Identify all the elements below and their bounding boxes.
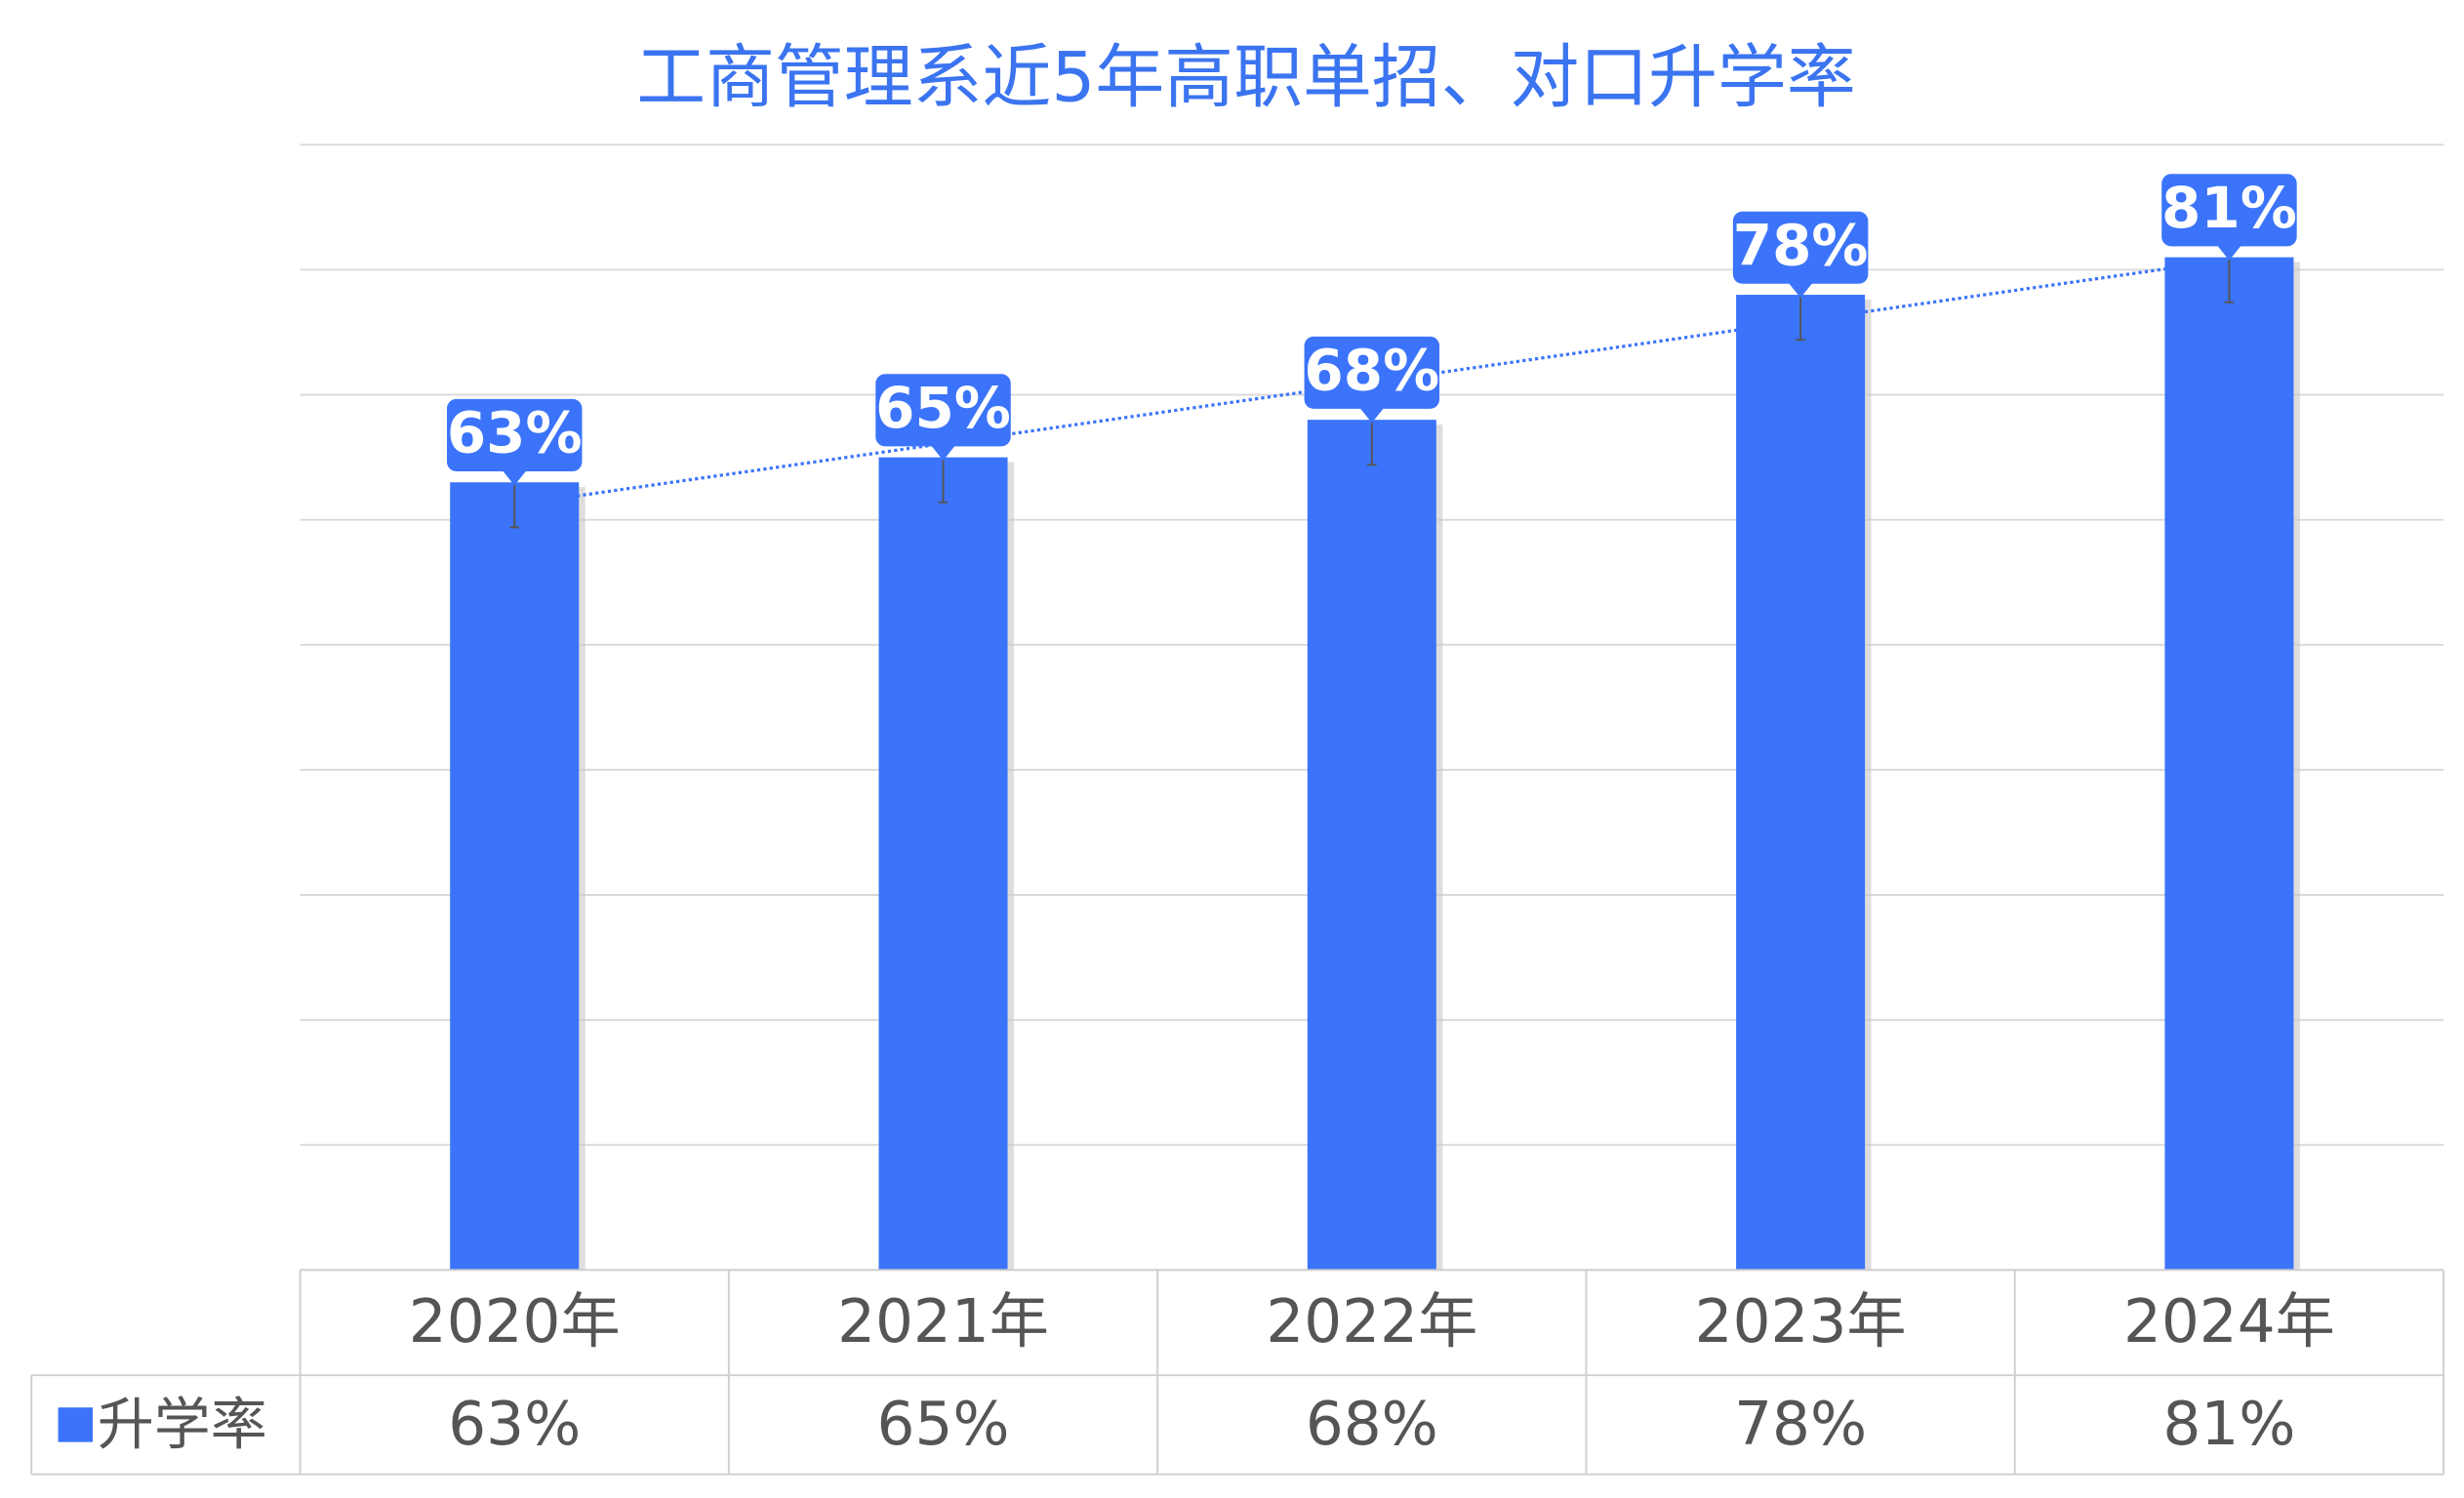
table-value: 81% (2162, 1390, 2295, 1459)
chart-title: 工商管理系近5年高职单招、对口升学率 (636, 36, 1855, 117)
data-label-box (2161, 174, 2297, 247)
bar (878, 457, 1008, 1271)
data-label-pointer (930, 444, 956, 461)
data-label-pointer (1358, 407, 1385, 424)
data-label: 68% (1304, 338, 1439, 404)
table-value: 78% (1734, 1390, 1867, 1459)
x-tick-label: 2023年 (1695, 1287, 1907, 1356)
bar (450, 482, 580, 1271)
table-value: 68% (1306, 1390, 1438, 1459)
table-value: 65% (877, 1390, 1010, 1459)
data-label-box (875, 374, 1011, 447)
bar (2164, 257, 2294, 1271)
data-label-box (1732, 211, 1869, 284)
data-label: 78% (1733, 212, 1869, 278)
data-label-pointer (1788, 282, 1814, 299)
table-value: 63% (448, 1390, 581, 1459)
data-label-pointer (502, 469, 528, 486)
data-label: 81% (2161, 175, 2297, 241)
bar (1736, 295, 1866, 1271)
x-tick-label: 2022年 (1266, 1287, 1477, 1356)
data-label: 65% (875, 375, 1011, 441)
data-label-box (1304, 336, 1440, 409)
x-tick-label: 2024年 (2123, 1287, 2335, 1356)
x-tick-label: 2020年 (409, 1287, 621, 1356)
data-label: 63% (447, 400, 583, 466)
data-label-box (446, 398, 583, 471)
bar (1307, 420, 1436, 1271)
x-tick-label: 2021年 (837, 1287, 1049, 1356)
data-label-pointer (2216, 244, 2242, 261)
legend-label: 升学率 (98, 1391, 267, 1457)
legend-swatch (58, 1407, 94, 1442)
